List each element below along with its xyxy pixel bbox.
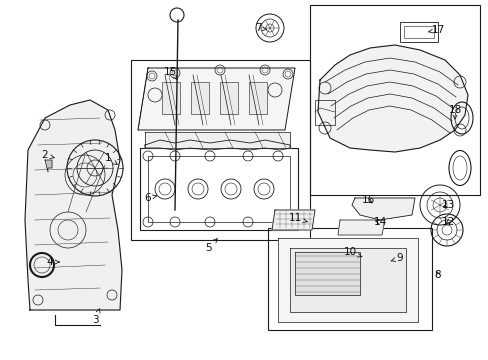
Text: 16: 16 — [361, 195, 374, 205]
Bar — [309, 5, 479, 195]
Polygon shape — [45, 160, 52, 172]
Bar — [314, 100, 334, 125]
Bar — [140, 148, 297, 230]
Text: 12: 12 — [441, 217, 454, 227]
Polygon shape — [337, 220, 384, 235]
Polygon shape — [294, 252, 359, 295]
Bar — [248, 82, 266, 114]
Polygon shape — [271, 210, 314, 230]
Bar — [162, 82, 180, 114]
Text: 14: 14 — [373, 217, 386, 227]
Text: 9: 9 — [390, 253, 403, 263]
Polygon shape — [317, 45, 467, 152]
Text: 13: 13 — [441, 200, 454, 210]
Polygon shape — [289, 248, 405, 312]
Bar — [403, 26, 433, 38]
Text: 2: 2 — [41, 150, 54, 160]
Text: 3: 3 — [92, 309, 100, 325]
Polygon shape — [145, 132, 289, 148]
Polygon shape — [138, 68, 294, 130]
Text: 5: 5 — [204, 239, 217, 253]
Text: 6: 6 — [144, 193, 157, 203]
Bar — [354, 264, 364, 272]
Bar — [131, 60, 309, 240]
Text: 18: 18 — [447, 105, 461, 119]
Polygon shape — [25, 100, 122, 310]
Text: 1: 1 — [104, 153, 117, 165]
Text: 15: 15 — [163, 67, 178, 80]
Bar — [220, 82, 238, 114]
Polygon shape — [278, 238, 417, 322]
Text: 4: 4 — [46, 257, 59, 267]
Text: 11: 11 — [288, 213, 306, 223]
Bar — [148, 156, 289, 222]
Text: 17: 17 — [427, 25, 444, 35]
Bar — [191, 82, 208, 114]
Bar — [267, 228, 431, 330]
Text: 10: 10 — [343, 247, 361, 257]
Polygon shape — [351, 198, 414, 220]
Bar — [399, 22, 437, 42]
Text: 8: 8 — [434, 270, 440, 280]
Text: 7: 7 — [254, 23, 266, 33]
